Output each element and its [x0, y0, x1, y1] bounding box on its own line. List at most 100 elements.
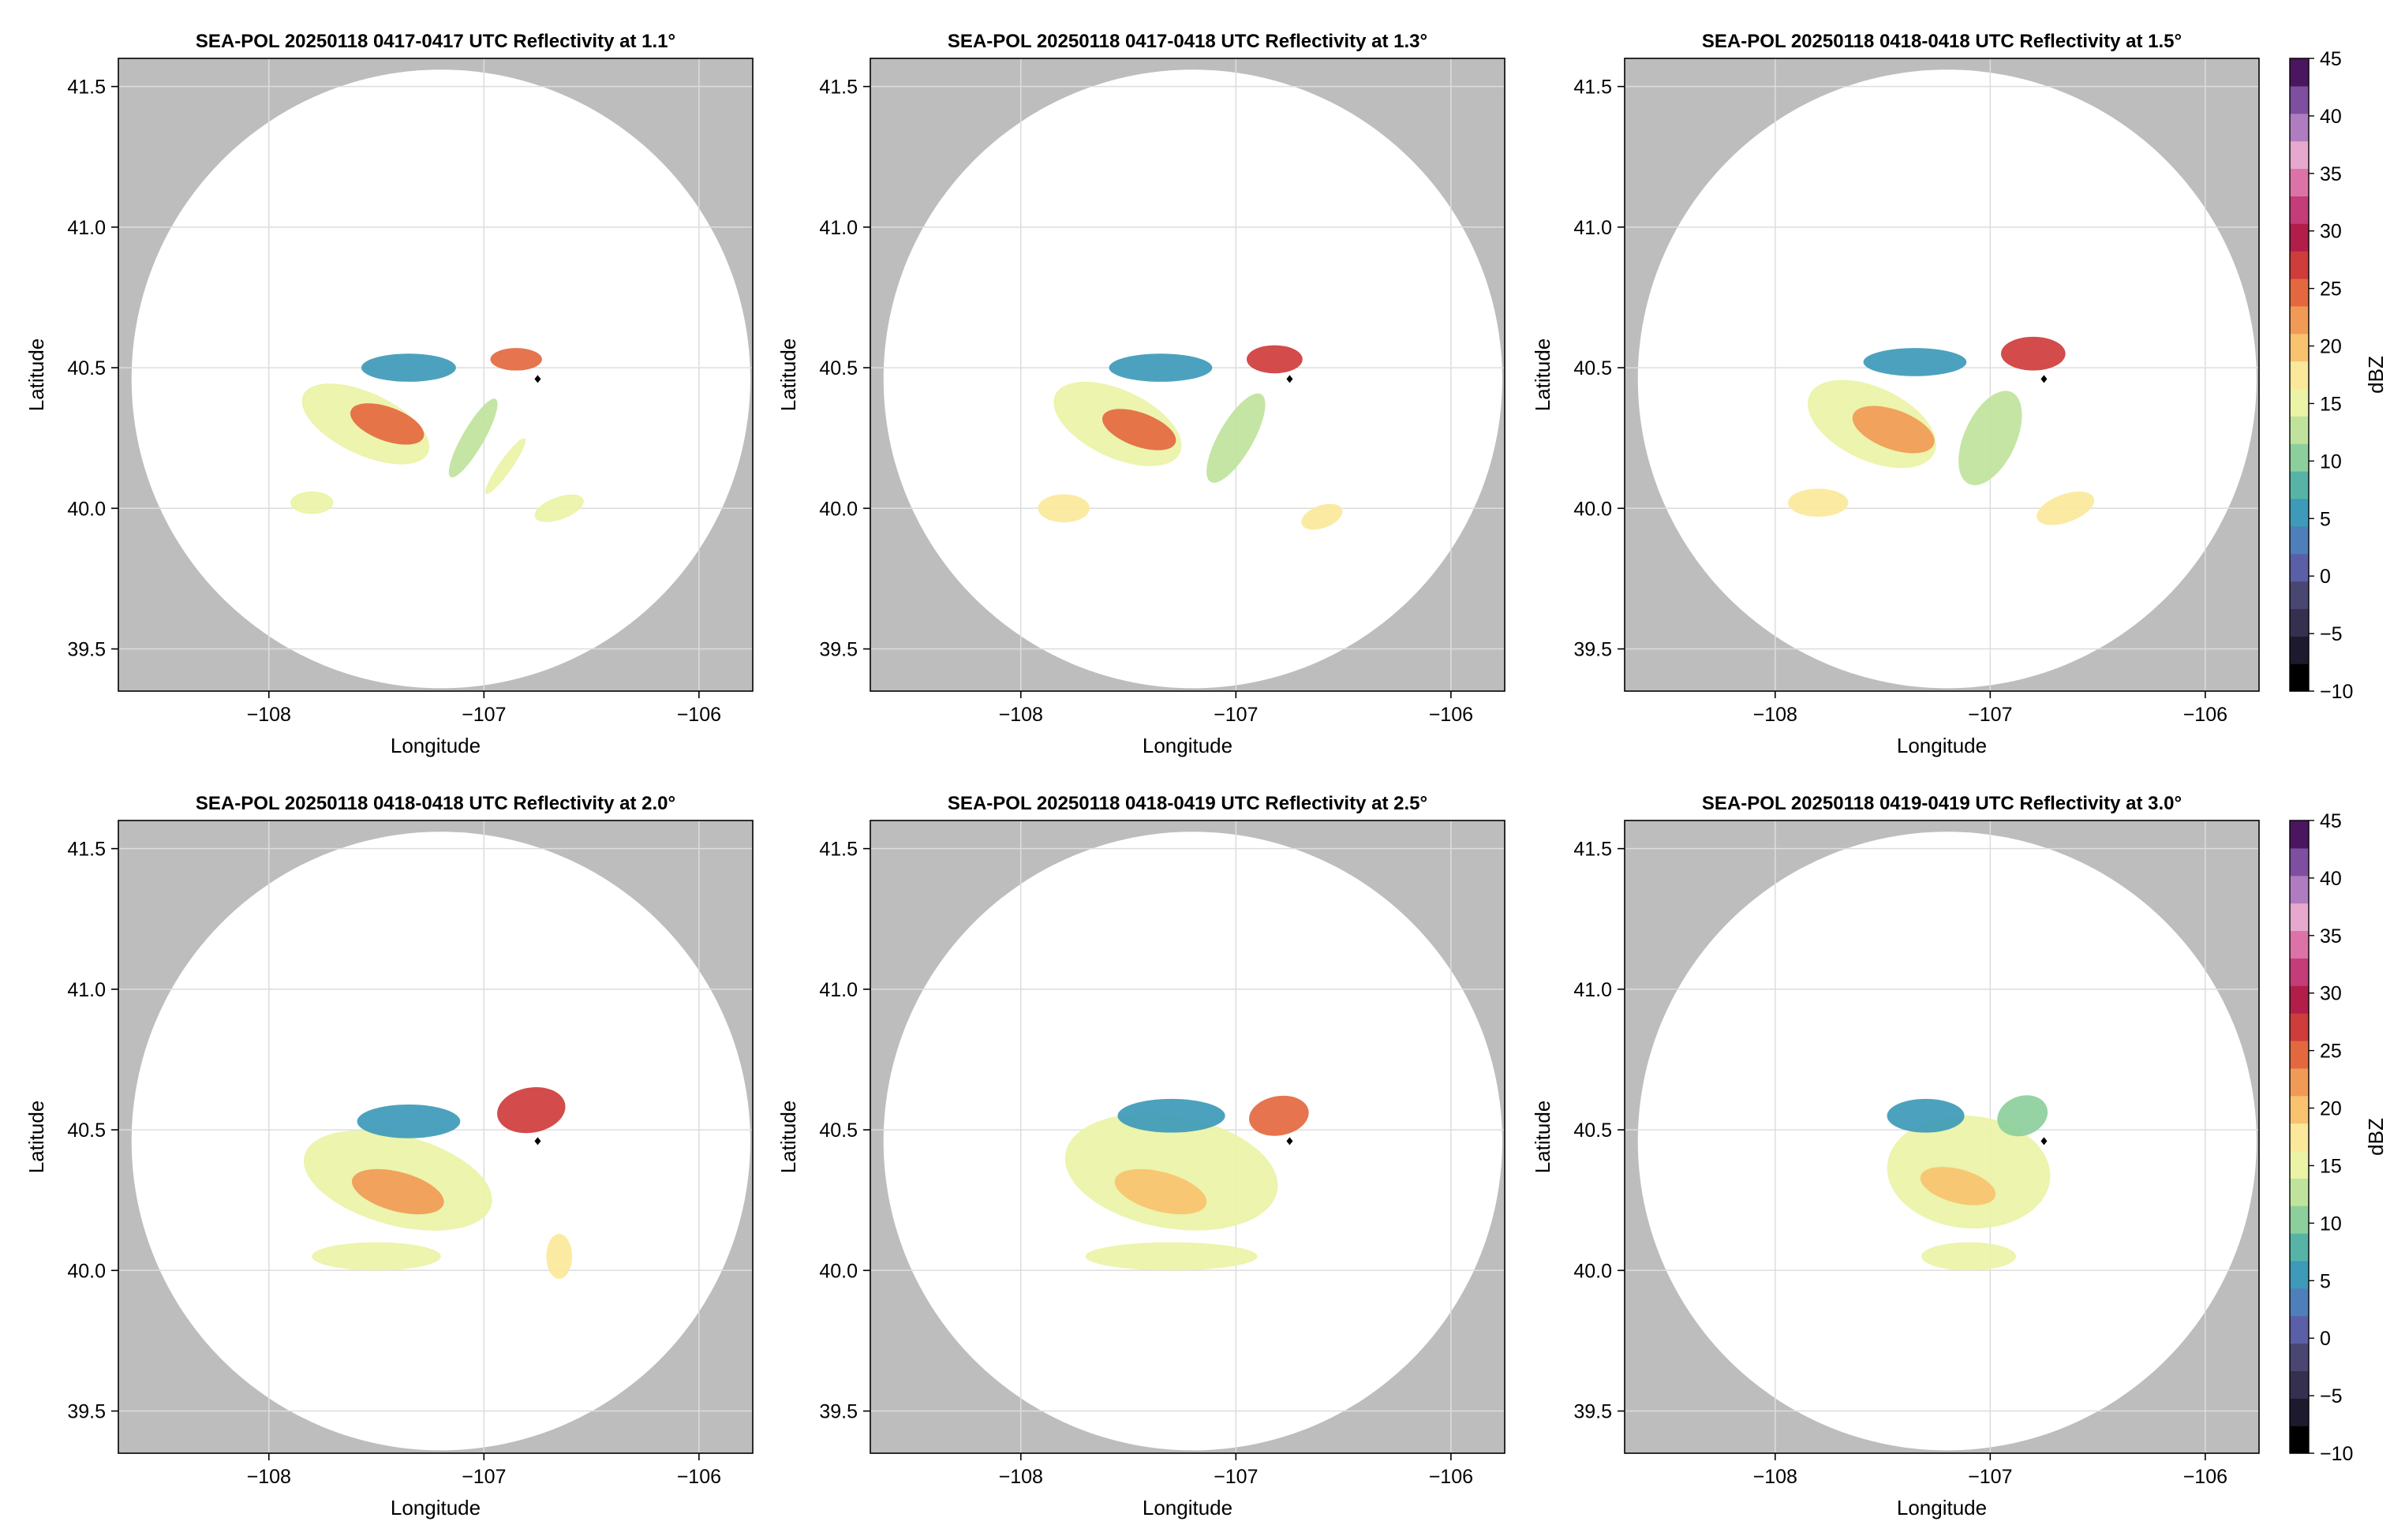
x-tick-label: −106 — [1429, 1466, 1473, 1488]
reflectivity-echo-6 — [485, 438, 526, 495]
y-tick-label: 39.5 — [1573, 639, 1612, 661]
colorbar-segment — [2290, 443, 2309, 472]
colorbar-segment — [2290, 305, 2309, 335]
colorbar-segment — [2290, 663, 2309, 692]
x-axis-label: Longitude — [1143, 734, 1232, 757]
y-tick-label: 40.0 — [67, 1260, 106, 1282]
reflectivity-echo-2 — [1920, 1167, 1996, 1205]
chart-panel-2: −108 −107 −106 39.5 40.0 40.5 41.0 41.5 SEA-POL … — [776, 31, 1505, 757]
colorbar-tick-label: 0 — [2320, 566, 2331, 588]
reflectivity-echo-2 — [352, 1168, 444, 1215]
colorbar-tick-label: 20 — [2320, 1098, 2342, 1120]
colorbar-tick-label: 5 — [2320, 508, 2331, 530]
colorbar-tick-label: 0 — [2320, 1328, 2331, 1350]
y-axis-label: Latitude — [1531, 338, 1554, 412]
reflectivity-echo-7 — [290, 491, 334, 514]
y-tick-label: 41.0 — [819, 217, 858, 239]
reflectivity-echo-5 — [312, 1242, 441, 1271]
chart-panel-4: −108 −107 −106 39.5 40.0 40.5 41.0 41.5 SEA-POL … — [24, 793, 754, 1519]
y-tick-label: 41.5 — [1573, 77, 1612, 99]
colorbar-tick-label: 45 — [2320, 810, 2342, 832]
colorbar-tick-label: 30 — [2320, 221, 2342, 243]
colorbar-segment — [2290, 58, 2309, 87]
chart-title: SEA-POL 20250118 0418-0418 UTC Reflectiv… — [1702, 31, 2182, 52]
colorbar-segment — [2290, 278, 2309, 307]
reflectivity-echo-4 — [1249, 1095, 1309, 1136]
colorbar-segment — [2290, 1178, 2309, 1206]
colorbar-segment — [2290, 1095, 2309, 1124]
colorbar-segment — [2290, 1013, 2309, 1041]
colorbar-frame — [2289, 58, 2310, 692]
colorbar-segment — [2290, 1343, 2309, 1371]
colorbar-segment — [2290, 985, 2309, 1014]
y-tick-label: 41.5 — [67, 77, 106, 99]
x-tick-label: −106 — [1429, 704, 1473, 726]
chart-panel-3: −108 −107 −106 39.5 40.0 40.5 41.0 41.5 SEA-POL … — [1531, 31, 2260, 757]
x-axis-label: Longitude — [391, 734, 481, 757]
panel-frame — [118, 58, 754, 692]
colorbar-tick-label: 5 — [2320, 1270, 2331, 1292]
reflectivity-echo-2 — [1852, 406, 1935, 454]
reflectivity-echo-6 — [546, 1233, 573, 1280]
chart-panel-5: −108 −107 −106 39.5 40.0 40.5 41.0 41.5 SEA-POL … — [776, 793, 1505, 1519]
radar-site-marker — [1286, 1137, 1293, 1146]
colorbar-tick-label: 40 — [2320, 868, 2342, 890]
x-tick-label: −108 — [247, 704, 291, 726]
colorbar-tick-label: 30 — [2320, 983, 2342, 1005]
reflectivity-echo-3 — [1117, 1098, 1225, 1133]
y-tick-label: 41.0 — [819, 979, 858, 1001]
y-tick-label: 40.0 — [1573, 1260, 1612, 1282]
panel-frame — [870, 58, 1505, 692]
reflectivity-echo-2 — [350, 403, 425, 445]
y-tick-label: 39.5 — [819, 1401, 858, 1423]
colorbar-segment — [2290, 1370, 2309, 1399]
colorbar-segment — [2290, 113, 2309, 142]
colorbar-segment — [2290, 498, 2309, 527]
colorbar-tick-label: 35 — [2320, 163, 2342, 185]
colorbar-tick-label: −5 — [2320, 1385, 2343, 1407]
colorbar-segment — [2290, 140, 2309, 170]
y-axis-label: Latitude — [24, 1101, 48, 1174]
y-tick-label: 40.5 — [1573, 357, 1612, 379]
x-axis-label: Longitude — [391, 1496, 481, 1519]
y-tick-label: 40.5 — [67, 1119, 106, 1142]
reflectivity-echo-5 — [448, 398, 498, 478]
colorbar-segment — [2290, 196, 2309, 224]
colorbar-2: 45 40 35 30 25 20 15 10 5 0 −5 −10 dBZ — [2289, 810, 2388, 1465]
reflectivity-echo-4 — [490, 348, 542, 371]
radar-coverage-circle — [131, 832, 750, 1451]
reflectivity-echo-1 — [1064, 1113, 1278, 1231]
colorbar-segment — [2290, 1315, 2309, 1344]
reflectivity-echoes — [1064, 1095, 1309, 1271]
x-axis-label: Longitude — [1897, 1496, 1987, 1519]
chart-title: SEA-POL 20250118 0417-0417 UTC Reflectiv… — [196, 31, 675, 52]
colorbar-tick-label: 15 — [2320, 393, 2342, 415]
reflectivity-echo-3 — [1887, 1098, 1965, 1133]
x-tick-label: −107 — [1968, 704, 2012, 726]
colorbar-tick-label: 10 — [2320, 450, 2342, 473]
panel-frame — [1624, 820, 2260, 1454]
radar-site-marker — [2040, 1137, 2048, 1146]
x-tick-label: −108 — [999, 704, 1043, 726]
y-tick-label: 40.0 — [819, 1260, 858, 1282]
colorbar-segment — [2290, 1398, 2309, 1426]
colorbar-segment — [2290, 251, 2309, 279]
y-tick-label: 39.5 — [819, 639, 858, 661]
y-tick-label: 41.5 — [819, 839, 858, 861]
x-tick-label: −106 — [677, 1466, 721, 1488]
colorbar-frame — [2289, 820, 2310, 1454]
reflectivity-echo-7 — [2037, 492, 2095, 525]
colorbar-tick-label: −5 — [2320, 623, 2343, 645]
y-axis-label: Latitude — [24, 338, 48, 412]
colorbar-segment — [2290, 930, 2309, 959]
reflectivity-echoes — [1038, 345, 1343, 530]
x-tick-label: −107 — [462, 1466, 506, 1488]
x-tick-label: −106 — [2183, 704, 2227, 726]
radar-coverage-circle — [131, 69, 750, 689]
colorbar-segment — [2290, 581, 2309, 609]
chart-title: SEA-POL 20250118 0419-0419 UTC Reflectiv… — [1702, 793, 2182, 814]
radar-coverage-circle — [1637, 69, 2257, 689]
colorbar-segment — [2290, 1426, 2309, 1454]
y-tick-label: 41.0 — [1573, 979, 1612, 1001]
colorbar-tick-label: 25 — [2320, 278, 2342, 301]
